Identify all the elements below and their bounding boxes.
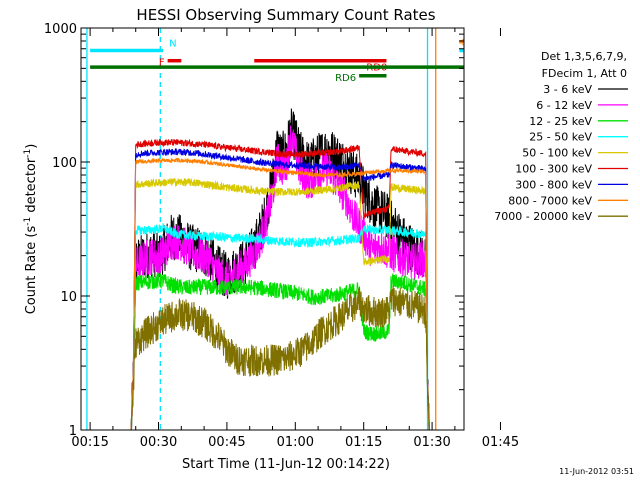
series-line-25-50-kev [122,222,435,430]
x-tick-label: 00:15 [71,435,108,450]
x-tick-label: 01:00 [277,435,314,450]
legend-label-7000-20000-kev: 7000 - 20000 keV [494,210,592,223]
y-tick-label: 10 [60,290,77,305]
series-line-100-300-kev [122,138,435,430]
marker-lines [86,28,437,430]
y-tick-label: 100 [52,156,77,171]
x-tick-label: 01:30 [413,435,450,450]
series-layer [122,108,435,430]
axis-ticks: 00:15 00:30 00:45 01:00 01:15 01:30 01:45 1 10 10… [44,22,519,450]
series-line-12-25-kev [122,273,435,430]
series-line-800-7000-kev [122,156,435,430]
y-axis-label: Count Rate (s-1 detector-1) [23,144,39,315]
legend-header-1: Det 1,3,5,6,7,9, [541,50,627,63]
x-tick-label: 01:45 [482,435,519,450]
chart-title: HESSI Observing Summary Count Rates [136,6,435,24]
flag-label-n: N [169,38,176,49]
x-tick-label: 01:15 [345,435,382,450]
y-tick-label: 1 [69,424,77,439]
timestamp: 11-Jun-2012 03:51 [559,467,634,476]
flag-label-s: S [461,38,467,49]
legend-label-800-7000-kev: 800 - 7000 keV [508,194,592,207]
flag-label-f: F [159,58,165,69]
legend-label-300-800-kev: 300 - 800 keV [515,178,592,191]
y-tick-label: 1000 [44,22,77,37]
legend-label-100-300-kev: 100 - 300 keV [515,163,592,176]
legend-label-3-6-kev: 3 - 6 keV [543,83,592,96]
legend-label-50-100-kev: 50 - 100 keV [522,147,592,160]
flags-layer: NFRD0RD6S [90,38,467,84]
x-axis-label: Start Time (11-Jun-12 00:14:22) [182,457,390,472]
legend-label-25-50-kev: 25 - 50 keV [529,131,592,144]
series-line-300-800-kev [122,148,435,430]
x-tick-label: 00:30 [140,435,177,450]
flag-label-rd6: RD6 [335,73,356,84]
legend: Det 1,3,5,6,7,9, FDecim 1, Att 0 3 - 6 k… [494,50,628,223]
legend-header-2: FDecim 1, Att 0 [542,67,627,80]
series-line-7000-20000-kev [122,285,435,430]
series-line-50-100-kev [122,177,435,430]
legend-label-12-25-kev: 12 - 25 keV [529,115,592,128]
legend-label-6-12-kev: 6 - 12 keV [536,99,592,112]
x-tick-label: 00:45 [208,435,245,450]
